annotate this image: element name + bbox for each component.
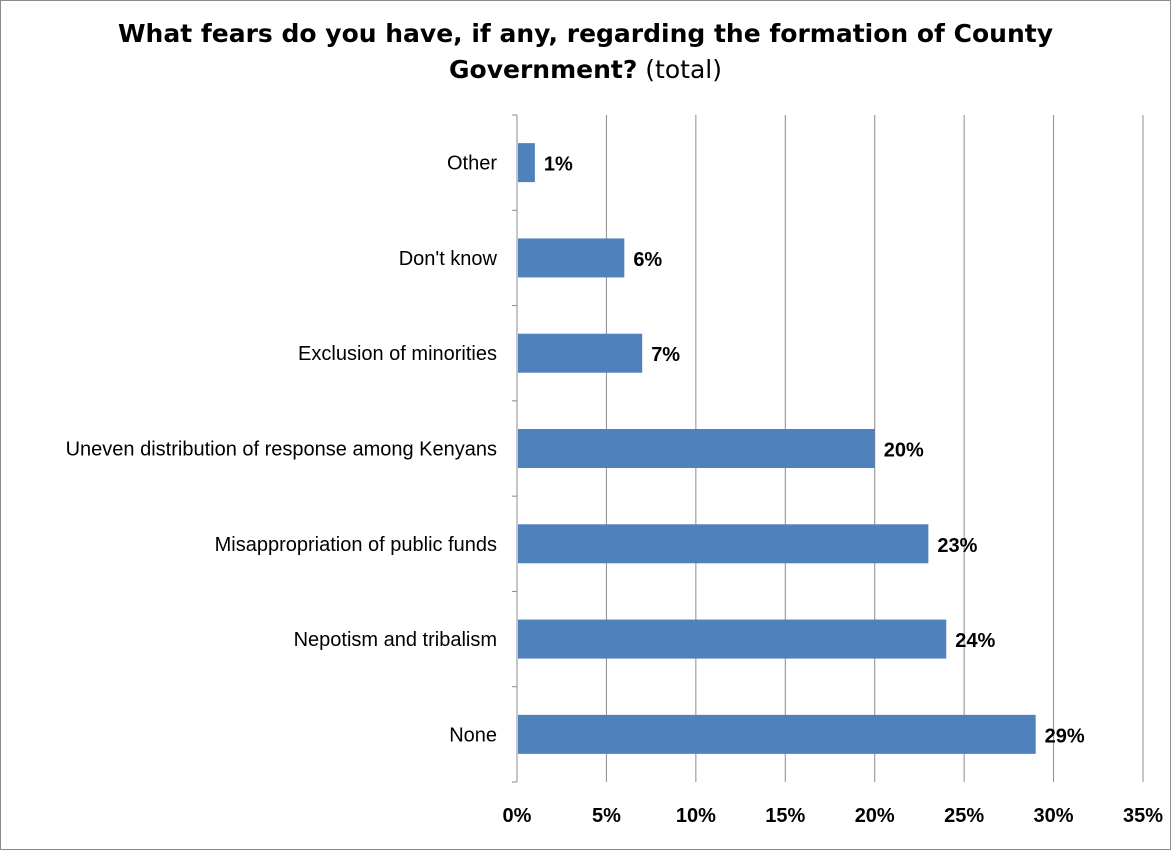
bar	[518, 429, 875, 468]
category-label: Misappropriation of public funds	[215, 534, 497, 556]
data-label: 23%	[937, 535, 977, 557]
data-label: 6%	[633, 249, 662, 271]
bar	[518, 714, 1036, 754]
data-label: 24%	[955, 630, 995, 652]
chart-title-line1: What fears do you have, if any, regardin…	[117, 19, 1054, 48]
x-tick-label: 25%	[944, 805, 984, 827]
category-label: Other	[447, 153, 497, 175]
category-label: Don't know	[399, 248, 498, 270]
category-label: Uneven distribution of response among Ke…	[66, 439, 497, 461]
category-label: Exclusion of minorities	[298, 343, 497, 365]
bar	[518, 333, 643, 373]
bar	[518, 143, 535, 183]
x-tick-label: 35%	[1123, 805, 1163, 827]
x-tick-label: 10%	[676, 805, 716, 827]
chart-title-line2: Government?	[449, 55, 638, 84]
chart-title-suffix: (total)	[637, 55, 722, 84]
data-label: 7%	[651, 344, 680, 366]
x-tick-label: 0%	[503, 805, 532, 827]
data-label: 20%	[884, 440, 924, 462]
bar	[518, 524, 929, 564]
x-tick-label: 20%	[855, 805, 895, 827]
x-tick-label: 5%	[592, 805, 621, 827]
data-label: 29%	[1045, 725, 1085, 747]
category-label: Nepotism and tribalism	[294, 629, 497, 651]
x-tick-label: 15%	[765, 805, 805, 827]
category-label: None	[449, 724, 497, 746]
bar	[518, 619, 947, 659]
x-tick-label: 30%	[1034, 805, 1074, 827]
chart-title: What fears do you have, if any, regardin…	[0, 16, 1171, 88]
bar	[518, 238, 625, 278]
data-label: 1%	[544, 154, 573, 176]
